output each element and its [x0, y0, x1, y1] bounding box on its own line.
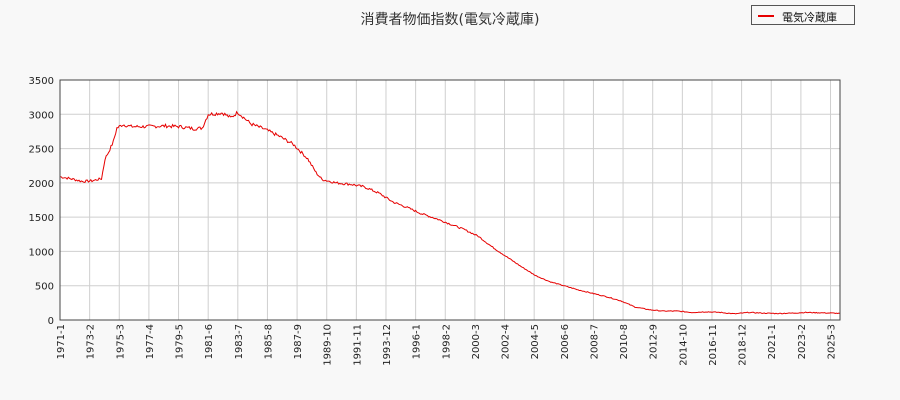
x-tick-label: 1996-1 [412, 324, 423, 359]
x-tick-label: 1987-9 [293, 324, 304, 359]
x-tick-label: 1975-3 [115, 324, 126, 359]
x-tick-label: 1985-8 [263, 324, 274, 359]
legend: 電気冷蔵庫 [751, 5, 855, 25]
y-tick-label: 2000 [29, 179, 54, 190]
chart-title: 消費者物価指数(電気冷蔵庫) [360, 12, 540, 28]
y-tick-label: 1000 [29, 247, 54, 258]
y-tick-label: 500 [35, 282, 54, 293]
x-tick-label: 2000-3 [471, 324, 482, 359]
x-tick-label: 1979-5 [175, 324, 186, 359]
x-tick-label: 2012-9 [649, 324, 660, 359]
x-tick-label: 2018-12 [738, 324, 749, 366]
x-tick-label: 1998-2 [441, 324, 452, 359]
y-tick-label: 3000 [29, 110, 54, 121]
y-axis: 0 500 1000 1500 2000 2500 3000 3500 [29, 76, 54, 327]
x-tick-label: 2006-6 [560, 324, 571, 359]
y-tick-label: 3500 [29, 76, 54, 87]
x-tick-label: 1973-2 [86, 324, 97, 359]
x-tick-label: 1983-7 [234, 324, 245, 359]
x-tick-label: 2021-1 [767, 324, 778, 359]
x-tick-label: 2014-10 [678, 324, 689, 366]
x-tick-label: 2025-3 [827, 324, 838, 359]
x-tick-label: 1981-6 [204, 324, 215, 359]
x-tick-label: 2010-8 [619, 324, 630, 359]
legend-label: 電気冷蔵庫 [782, 11, 837, 24]
y-tick-label: 2500 [29, 145, 54, 156]
plot-border [59, 79, 841, 321]
x-tick-label: 2023-2 [797, 324, 808, 359]
x-axis: 1971-1 1973-2 1975-3 1977-4 1979-5 1981-6 1983… [56, 324, 838, 366]
x-tick-label: 1977-4 [145, 324, 156, 359]
x-tick-label: 2016-11 [708, 324, 719, 366]
x-tick-label: 2004-5 [530, 324, 541, 359]
y-tick-label: 1500 [29, 213, 54, 224]
legend-swatch [758, 15, 774, 17]
series-line [59, 110, 841, 315]
x-tick-label: 1991-11 [352, 324, 363, 366]
x-tick-label: 1993-12 [382, 324, 393, 366]
x-tick-label: 2008-7 [589, 324, 600, 359]
x-tick-label: 1971-1 [56, 324, 67, 359]
plot-area [60, 80, 840, 320]
x-tick-label: 1989-10 [323, 324, 334, 366]
y-tick-label: 0 [48, 316, 54, 327]
x-tick-label: 2002-4 [501, 324, 512, 359]
